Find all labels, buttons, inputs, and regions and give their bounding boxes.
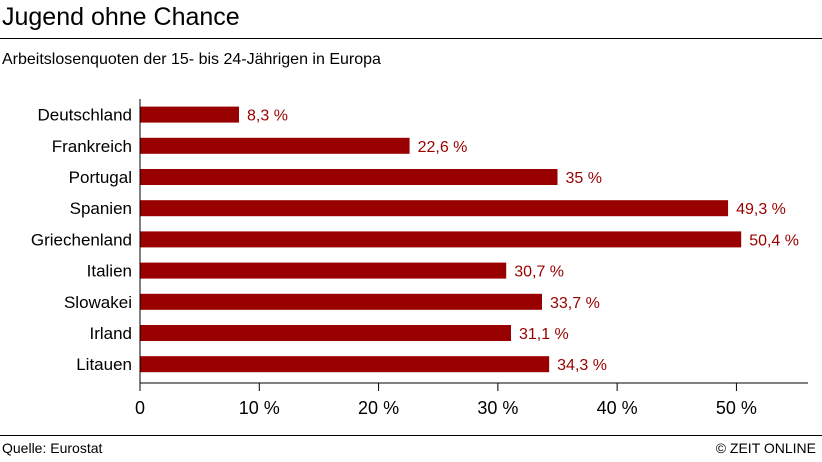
bar-value-label: 50,4 % xyxy=(749,232,799,249)
bar-value-label: 30,7 % xyxy=(514,264,564,281)
bar-value-label: 34,3 % xyxy=(557,357,607,374)
bar xyxy=(140,169,558,185)
footer-divider xyxy=(0,435,822,436)
copyright-note: © ZEIT ONLINE xyxy=(715,440,816,456)
x-tick-label: 20 % xyxy=(358,398,399,418)
x-tick-label: 30 % xyxy=(477,398,518,418)
bar xyxy=(140,325,511,341)
category-label: Spanien xyxy=(70,199,132,218)
x-tick-label: 0 xyxy=(135,398,145,418)
source-note: Quelle: Eurostat xyxy=(2,440,103,456)
bar-value-label: 22,6 % xyxy=(418,139,468,156)
chart-subtitle: Arbeitslosenquoten der 15- bis 24-Jährig… xyxy=(2,51,381,68)
category-label: Slowakei xyxy=(64,293,132,312)
x-tick-label: 50 % xyxy=(716,398,757,418)
category-label: Irland xyxy=(89,324,132,343)
bar-value-label: 31,1 % xyxy=(519,326,569,343)
bar xyxy=(140,106,240,123)
bar xyxy=(140,293,542,310)
bar-value-label: 49,3 % xyxy=(736,201,786,218)
category-label: Portugal xyxy=(69,168,132,187)
category-label: Litauen xyxy=(76,355,132,374)
chart-title: Jugend ohne Chance xyxy=(2,3,240,31)
bar-value-label: 8,3 % xyxy=(247,108,288,125)
bar xyxy=(140,231,742,248)
bar xyxy=(140,356,550,373)
bar xyxy=(140,262,507,279)
category-label: Griechenland xyxy=(31,230,132,249)
x-tick-label: 40 % xyxy=(597,398,638,418)
bar-value-label: 35 % xyxy=(566,170,602,187)
bar xyxy=(140,137,410,154)
category-label: Deutschland xyxy=(37,106,132,125)
bar xyxy=(140,200,729,217)
title-divider xyxy=(0,38,822,39)
category-label: Frankreich xyxy=(52,137,132,156)
x-tick-label: 10 % xyxy=(239,398,280,418)
category-label: Italien xyxy=(87,262,132,281)
bar-value-label: 33,7 % xyxy=(550,295,600,312)
